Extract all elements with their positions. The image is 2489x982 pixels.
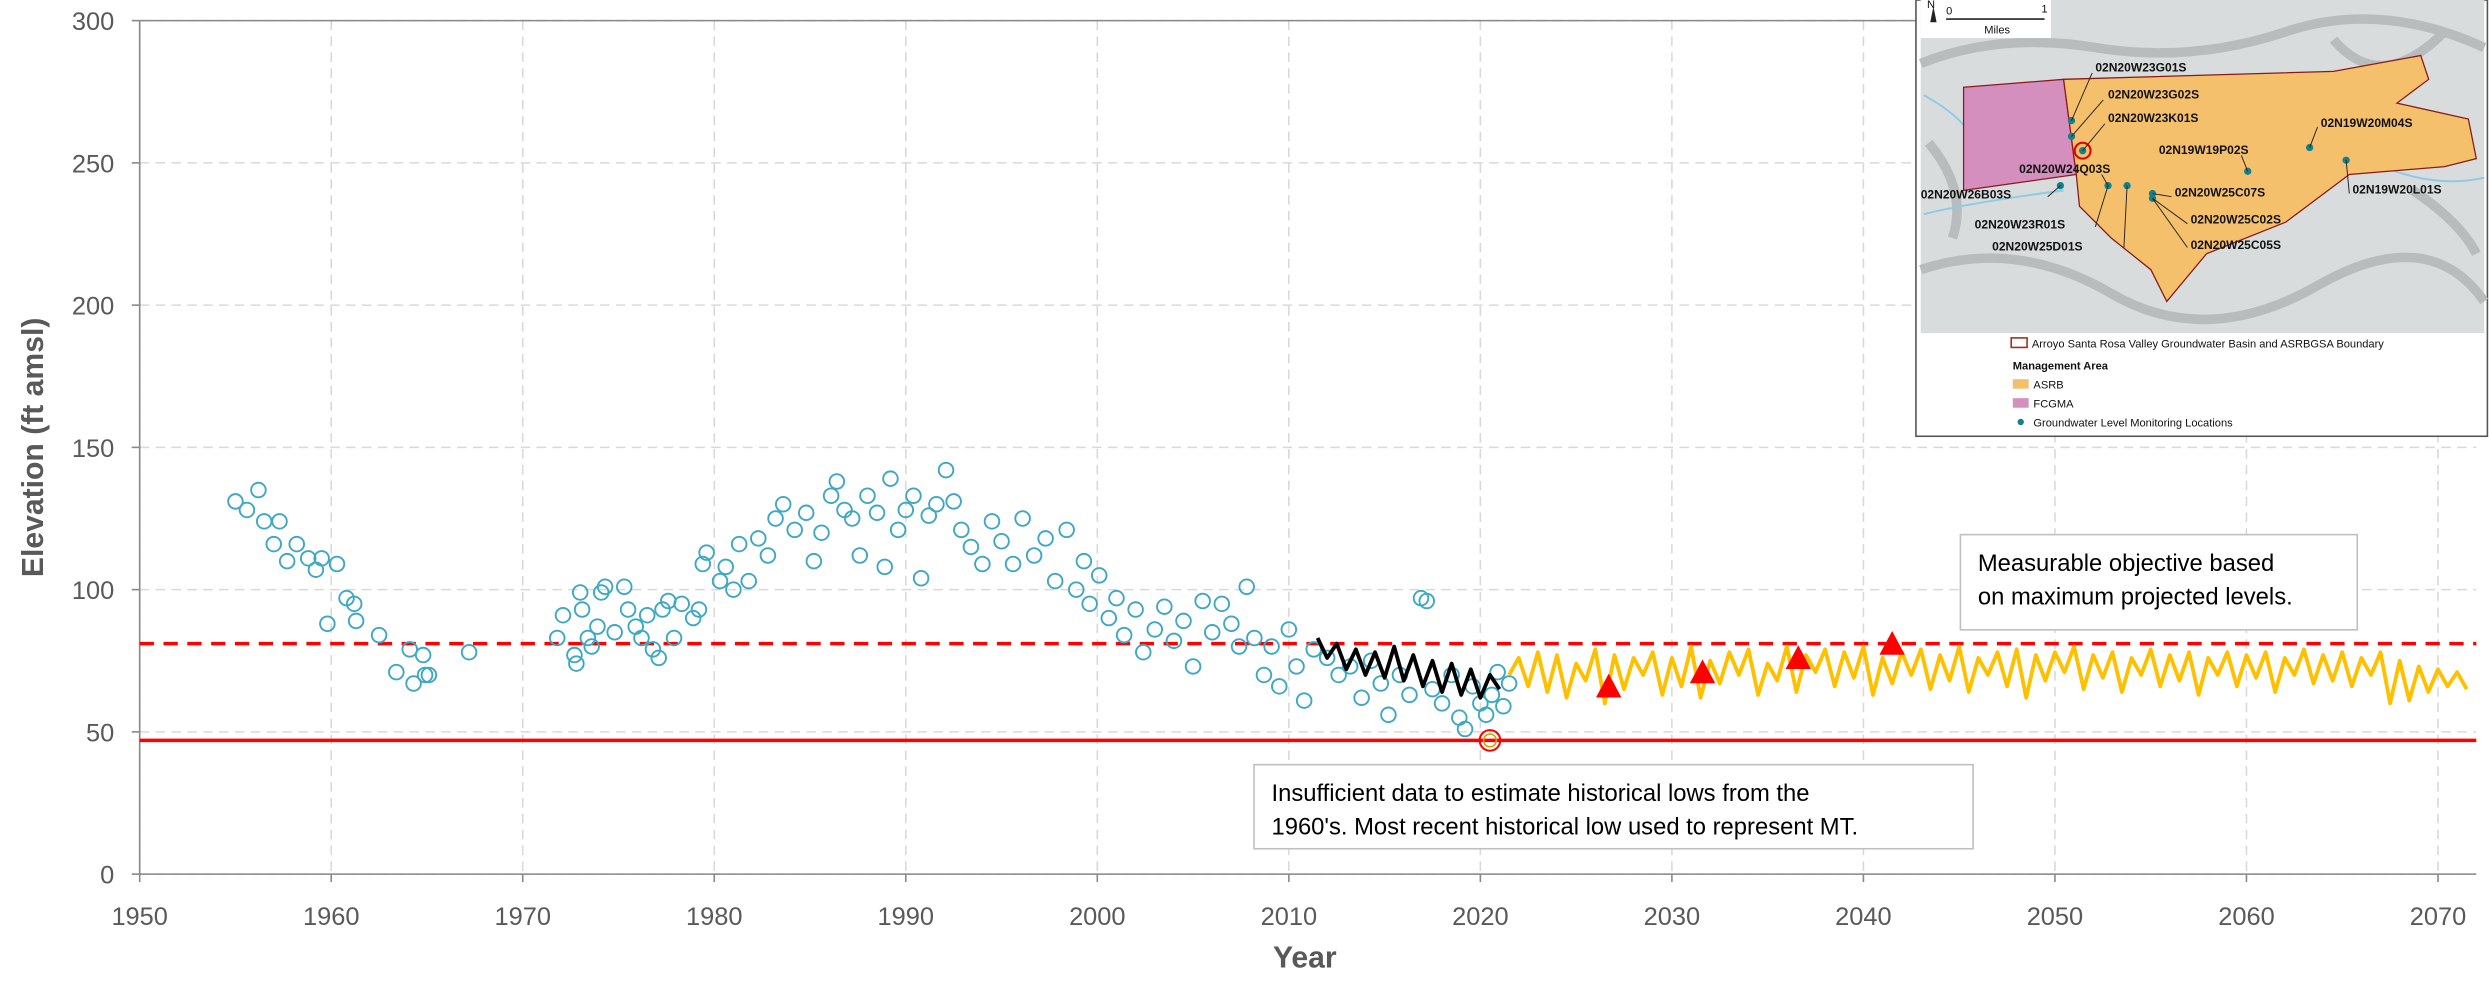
scale-unit: Miles [1984, 24, 2010, 36]
y-tick-label: 50 [86, 719, 114, 747]
annotation-box [1960, 535, 2357, 630]
y-tick-label: 100 [72, 577, 114, 605]
legend-text: FCGMA [2033, 399, 2074, 411]
x-tick-label: 2010 [1261, 903, 1317, 931]
well-label: 02N20W25D01S [1992, 240, 2082, 254]
y-tick-label: 250 [72, 150, 114, 178]
x-tick-label: 2070 [2410, 903, 2466, 931]
y-tick-label: 200 [72, 293, 114, 321]
well-label: 02N20W24Q03S [2019, 162, 2110, 176]
well-label: 02N20W23R01S [1975, 217, 2065, 231]
x-tick-label: 2000 [1069, 903, 1125, 931]
well-label: 02N20W25C02S [2191, 213, 2281, 227]
page: {"chart_data": {"type": "scatter", "xlab… [0, 0, 2489, 982]
annotation-text: 1960's. Most recent historical low used … [1271, 813, 1858, 840]
scale-label: 0 [1946, 5, 1952, 17]
annotation-text: Insufficient data to estimate historical… [1271, 780, 1809, 807]
x-tick-label: 2030 [1644, 903, 1700, 931]
legend-text: Arroyo Santa Rosa Valley Groundwater Bas… [2032, 338, 2384, 350]
well-label: 02N20W23K01S [2108, 111, 2198, 125]
map-inset: 02N20W23G01S 02N20W23G02S 02N20W23K01S 0… [1916, 0, 2487, 436]
well-label: 02N19W20L01S [2352, 183, 2441, 197]
x-tick-label: 2040 [1835, 903, 1891, 931]
legend-text: ASRB [2033, 380, 2063, 392]
y-tick-label: 150 [72, 435, 114, 463]
y-axis-title: Elevation (ft amsl) [17, 318, 50, 578]
well-label: 02N19W20M04S [2321, 116, 2413, 130]
x-tick-label: 2060 [2218, 903, 2274, 931]
annotation-text: on maximum projected levels. [1978, 583, 2293, 610]
x-tick-label: 1980 [686, 903, 742, 931]
well-label: 02N20W23G02S [2108, 87, 2199, 101]
y-tick-label: 300 [72, 8, 114, 36]
y-tick-label: 0 [100, 862, 114, 890]
legend-text: Groundwater Level Monitoring Locations [2033, 418, 2233, 430]
x-tick-label: 1960 [303, 903, 359, 931]
x-tick-label: 2020 [1452, 903, 1508, 931]
north-label: N [1927, 0, 1935, 11]
well-label: 02N19W19P02S [2159, 143, 2249, 157]
scale-label: 1 [2041, 4, 2047, 16]
x-tick-label: 1990 [878, 903, 934, 931]
annotation-text: Measurable objective based [1978, 550, 2274, 577]
x-axis-title: Year [1273, 942, 1337, 975]
legend-heading: Management Area [2013, 361, 2109, 373]
well-label: 02N20W26B03S [1921, 187, 2011, 201]
well-label: 02N20W25C05S [2191, 238, 2281, 252]
legend-swatch [2013, 398, 2029, 408]
well-label: 02N20W25C07S [2175, 186, 2265, 200]
legend-swatch [2013, 379, 2029, 389]
chart: 0 50 100 150 200 250 300 1950 1960 1970 1980 1990 20… [0, 0, 2489, 982]
x-tick-label: 2050 [2027, 903, 2083, 931]
legend-swatch [2018, 419, 2024, 425]
x-tick-label: 1970 [495, 903, 551, 931]
well-label: 02N20W23G01S [2095, 60, 2186, 74]
x-tick-label: 1950 [111, 903, 167, 931]
